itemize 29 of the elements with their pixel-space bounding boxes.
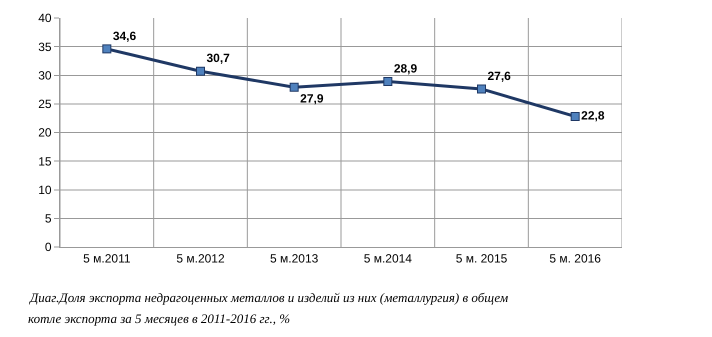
y-tick-label: 10 [38, 182, 52, 197]
x-tick-label: 5 м.2013 [270, 251, 319, 266]
data-label: 27,6 [488, 68, 512, 83]
x-tick-label: 5 м.2014 [364, 251, 412, 266]
y-tick-label: 30 [38, 68, 52, 82]
y-tick-label: 40 [38, 11, 52, 26]
data-label: 30,7 [206, 51, 230, 66]
point [196, 66, 205, 76]
y-tick-label: 20 [38, 126, 52, 140]
text: котле экспорта за 5 месяцев в 2011-2016 гг., % [28, 311, 290, 326]
x-tick-label: 5 м.2012 [176, 251, 225, 266]
y-tick-label: 5 [44, 212, 52, 226]
data-label: 34,6 [112, 28, 137, 43]
y-tick-label: 0 [44, 240, 52, 254]
y-tick-label: 25 [38, 97, 52, 112]
point [570, 112, 580, 121]
point [477, 84, 486, 94]
x-tick-label: 5 м.2011 [83, 251, 131, 266]
x-tick-label: 5 м. 2016 [549, 251, 602, 266]
point [290, 82, 299, 92]
data-label: 27,9 [300, 91, 324, 106]
point [383, 77, 392, 86]
x-tick-label: 5 м. 2015 [456, 251, 508, 266]
y-tick-label: 15 [38, 154, 52, 168]
point [102, 44, 112, 54]
data-label: 28,9 [394, 62, 418, 76]
text: Диаг.Доля экспорта недрагоценных металлов и изделий из них (металлургия) в общем [28, 290, 508, 305]
y-tick-label: 35 [38, 40, 52, 54]
data-label: 22,8 [581, 108, 605, 122]
